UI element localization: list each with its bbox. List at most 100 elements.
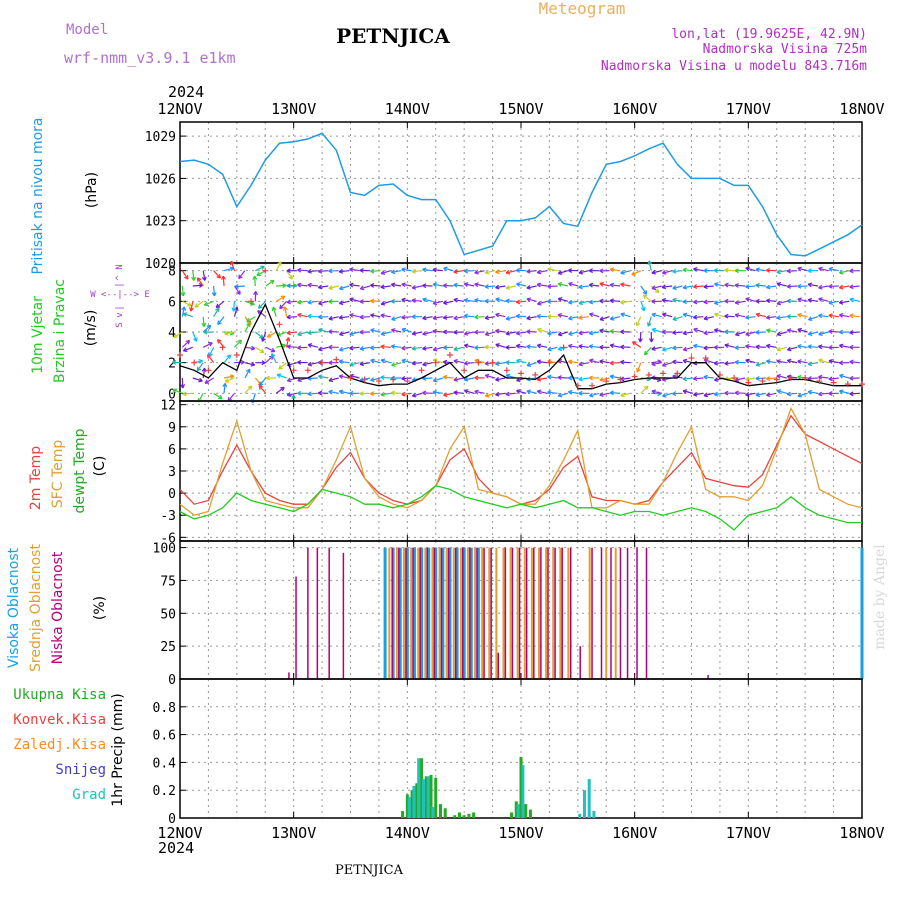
wind-arrow bbox=[474, 390, 485, 394]
wind-arrow-head bbox=[453, 379, 458, 382]
compass-we: W <--|--> E bbox=[90, 290, 150, 300]
gust-marker bbox=[390, 376, 397, 383]
wind-arrow-head bbox=[474, 331, 479, 335]
wind-arrow-head bbox=[797, 345, 802, 349]
wind-arrow bbox=[526, 298, 537, 302]
wind-arrow bbox=[735, 300, 746, 304]
wind-arrow-head bbox=[370, 393, 375, 397]
wind-arrow bbox=[755, 284, 766, 287]
wind-arrow-head bbox=[828, 314, 833, 319]
wind-arrow bbox=[578, 331, 589, 334]
wind-arrow-head bbox=[537, 272, 542, 275]
wind-arrow bbox=[818, 314, 829, 318]
wind-arrow-head bbox=[401, 378, 406, 381]
wind-arrow bbox=[644, 346, 652, 356]
panel-3: 0 25 50 75 100 bbox=[153, 540, 864, 688]
wind-arrow bbox=[672, 270, 683, 273]
wind-arrow bbox=[703, 346, 714, 349]
station-title: PETNJICA bbox=[336, 24, 450, 48]
wind-arrow bbox=[776, 346, 787, 351]
wind-arrow-head bbox=[703, 286, 708, 290]
panel-1: 0 2 4 6 8 bbox=[168, 260, 865, 404]
wind-arrow-head bbox=[599, 360, 604, 364]
wind-arrow-head bbox=[568, 318, 573, 321]
wind-arrow-head bbox=[797, 395, 802, 398]
wind-arrow bbox=[307, 362, 318, 366]
wind-arrow bbox=[297, 284, 308, 287]
wind-arrow-head bbox=[588, 301, 594, 305]
wind-arrow bbox=[818, 359, 829, 364]
wind-arrow-head bbox=[818, 287, 823, 290]
wind-arrow-head bbox=[651, 272, 656, 275]
wind-arrow-head bbox=[201, 367, 206, 372]
wind-arrow-head bbox=[734, 347, 739, 351]
wind-arrow-head bbox=[693, 268, 697, 272]
wind-arrow-head bbox=[391, 271, 396, 275]
wind-arrow-head bbox=[599, 329, 604, 334]
wind-arrow bbox=[432, 300, 443, 305]
temp-label-2m: 2m Temp bbox=[28, 446, 44, 510]
compass-bar-bottom: | bbox=[115, 305, 125, 310]
y-tick-label: 0 bbox=[168, 812, 176, 827]
wind-arrow-head bbox=[765, 269, 771, 273]
panel-2: -6 -3 0 3 6 9 12 bbox=[160, 399, 863, 546]
wind-arrow bbox=[401, 268, 412, 272]
wind-arrow-head bbox=[807, 283, 812, 288]
wind-arrow-head bbox=[714, 393, 719, 397]
wind-arrow bbox=[380, 392, 391, 396]
wind-arrow-head bbox=[724, 315, 729, 319]
wind-arrow-head bbox=[683, 349, 688, 352]
wind-arrow bbox=[244, 385, 253, 394]
wind-arrow bbox=[453, 377, 464, 381]
wind-arrow-head bbox=[307, 377, 312, 381]
wind-arrow-head bbox=[442, 376, 447, 380]
wind-arrow-head bbox=[442, 361, 447, 365]
total-precip-bar bbox=[410, 790, 414, 818]
wind-arrow bbox=[328, 316, 339, 320]
wind-arrow bbox=[662, 362, 673, 367]
wind-arrow-head bbox=[252, 275, 256, 280]
wind-arrow-head bbox=[495, 298, 500, 303]
wind-arrow bbox=[474, 359, 485, 364]
wind-arrow-head bbox=[411, 271, 416, 274]
y-tick-label: 25 bbox=[160, 640, 176, 655]
wind-arrow-head bbox=[307, 332, 312, 336]
wind-arrow-head bbox=[453, 271, 458, 274]
wind-arrow-head bbox=[516, 390, 520, 394]
time-label-top: 15NOV bbox=[498, 100, 543, 118]
wind-arrow-head bbox=[786, 300, 791, 304]
wind-arrow-head bbox=[197, 368, 202, 372]
gust-marker bbox=[660, 370, 667, 377]
wind-arrow bbox=[401, 298, 412, 302]
wind-arrow-head bbox=[776, 349, 782, 352]
wind-arrow-head bbox=[765, 299, 770, 304]
wind-arrow-head bbox=[380, 394, 385, 397]
wind-arrow-head bbox=[755, 313, 760, 318]
wind-arrow bbox=[651, 360, 662, 364]
wind-arrow-head bbox=[495, 394, 500, 397]
wind-arrow-head bbox=[724, 331, 729, 335]
total-precip-bar bbox=[510, 812, 514, 818]
wind-arrow-head bbox=[537, 379, 542, 382]
wind-arrow-head bbox=[380, 286, 385, 290]
total-precip-bar bbox=[467, 813, 471, 818]
wind-arrow-head bbox=[280, 386, 285, 389]
wind-arrow bbox=[724, 284, 735, 287]
wind-arrow-head bbox=[766, 329, 770, 334]
wind-arrow-head bbox=[297, 334, 302, 337]
wind-arrow bbox=[735, 314, 746, 318]
wind-arrow-head bbox=[422, 333, 427, 336]
wind-arrow-head bbox=[412, 287, 417, 290]
wind-arrow bbox=[703, 392, 714, 397]
wind-arrow-head bbox=[766, 286, 771, 290]
wind-arrow bbox=[276, 344, 287, 348]
wind-arrow bbox=[808, 316, 819, 321]
wind-arrow-head bbox=[547, 333, 552, 336]
wind-arrow-head bbox=[776, 271, 781, 275]
wind-arrow-head bbox=[286, 285, 291, 289]
wind-arrow-head bbox=[776, 303, 782, 306]
wind-arrow bbox=[453, 346, 464, 351]
wind-arrow-head bbox=[390, 392, 395, 396]
wind-arrow-head bbox=[233, 307, 237, 312]
